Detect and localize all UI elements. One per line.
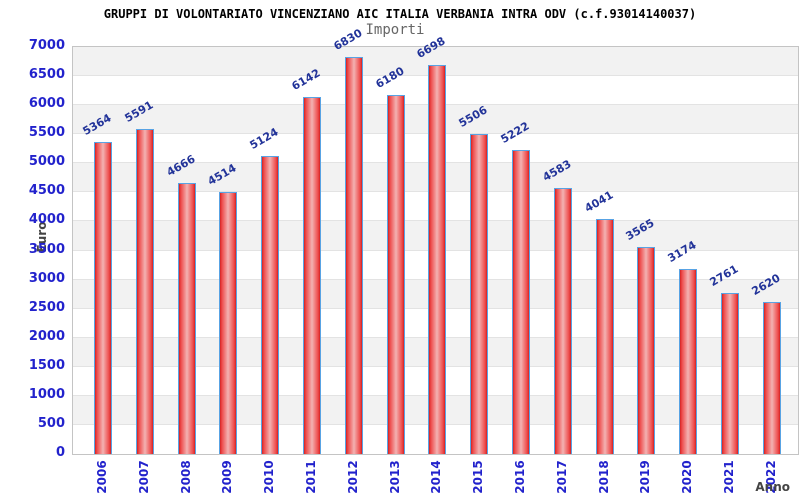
bar-2012 (344, 56, 363, 454)
y-tick-label: 2500 (28, 299, 65, 315)
x-tick-label-2008: 2008 (178, 460, 193, 494)
x-tick-label-2013: 2013 (387, 460, 402, 494)
y-tick-label: 2000 (28, 328, 65, 344)
chart-subtitle: Importi (365, 22, 425, 38)
x-axis-label: Anno (755, 480, 790, 494)
y-tick-label: 6000 (28, 96, 65, 112)
bar-2011 (303, 96, 321, 454)
y-tick-label: 0 (55, 445, 65, 460)
y-tick-label: 7000 (28, 38, 65, 53)
bar-2015 (470, 133, 489, 454)
x-tick-label-2018: 2018 (596, 460, 611, 494)
bar-2016 (512, 150, 530, 454)
bar-2021 (721, 293, 739, 454)
y-tick-label: 4000 (28, 212, 65, 228)
x-tick-label-2020: 2020 (680, 460, 695, 494)
y-tick-label: 1500 (28, 357, 65, 373)
bar-2014 (428, 64, 447, 454)
bar-2006 (94, 142, 112, 454)
x-tick-label-2015: 2015 (471, 460, 486, 494)
x-tick-label-2021: 2021 (722, 460, 736, 494)
y-tick-label: 1000 (28, 386, 65, 402)
x-tick-label-2016: 2016 (513, 460, 527, 494)
plot-area: 5364 5591 4666 4514 5124 6142 6830 6180 6698 5506… (72, 26, 799, 455)
y-tick-label: 3500 (28, 241, 65, 257)
bar-2019 (637, 246, 656, 454)
y-tick-label: 3000 (28, 270, 65, 286)
bar-2018 (595, 219, 614, 454)
x-tick-label-2017: 2017 (554, 460, 569, 494)
y-tick-label: 500 (37, 415, 65, 431)
bar-2008 (177, 182, 196, 454)
chart-title: GRUPPI DI VOLONTARIATO VINCENZIANO AIC I… (103, 7, 697, 21)
x-tick-label-2019: 2019 (638, 460, 653, 494)
bar-2020 (679, 269, 698, 454)
x-tick-label-2006: 2006 (95, 460, 109, 494)
x-tick-label-2009: 2009 (220, 460, 235, 494)
bar-2017 (553, 187, 572, 454)
x-tick-label-2010: 2010 (262, 460, 277, 494)
bar-2010 (261, 156, 280, 454)
y-tick-label: 5500 (28, 125, 65, 141)
y-tick-label: 6500 (28, 67, 65, 83)
x-tick-label-2014: 2014 (429, 460, 444, 494)
x-tick-label-2012: 2012 (345, 460, 360, 494)
y-tick-label: 5000 (28, 154, 65, 170)
bar-2007 (135, 128, 154, 454)
bar-2022 (762, 301, 781, 454)
y-tick-label: 4500 (28, 183, 65, 199)
x-tick-label-2007: 2007 (136, 460, 151, 494)
bar-2013 (386, 94, 405, 454)
x-tick-label-2011: 2011 (304, 460, 318, 494)
bar-2009 (219, 191, 238, 454)
